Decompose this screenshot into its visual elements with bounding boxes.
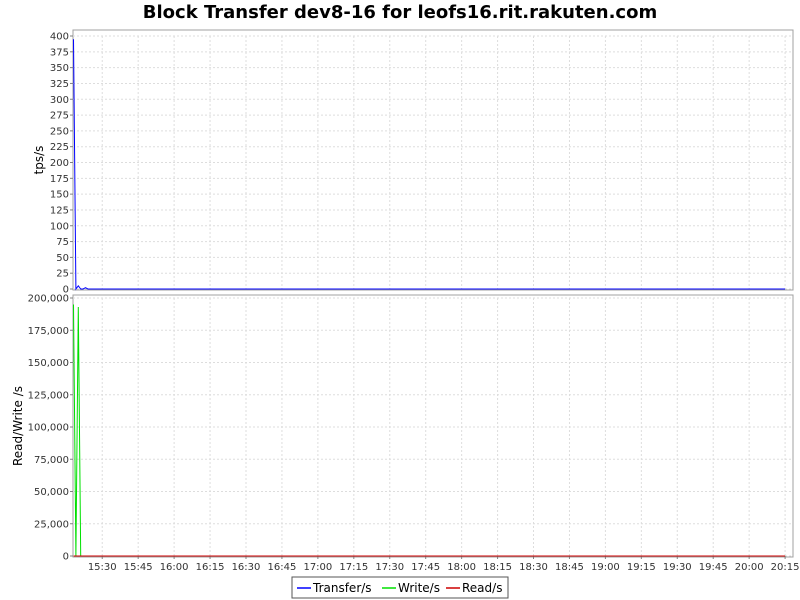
x-tick-label: 19:15 bbox=[627, 562, 656, 573]
x-tick-label: 18:00 bbox=[447, 562, 476, 573]
y-tick-label: 175 bbox=[50, 174, 69, 185]
bottom-grid bbox=[73, 297, 793, 557]
top-series bbox=[73, 39, 786, 291]
x-tick-label: 17:00 bbox=[303, 562, 332, 573]
y-tick-label: 100,000 bbox=[28, 423, 69, 434]
x-tick-label: 15:45 bbox=[124, 562, 153, 573]
x-tick-label: 18:15 bbox=[483, 562, 512, 573]
x-tick-label: 20:00 bbox=[735, 562, 764, 573]
top-plot-area bbox=[72, 29, 794, 291]
y-tick-label: 0 bbox=[63, 552, 69, 563]
y-tick-label: 200 bbox=[50, 158, 69, 169]
bottom-y-ticks: 0 25,000 50,000 75,000 100,000 125,000 150,000… bbox=[28, 294, 73, 563]
y-tick-label: 325 bbox=[50, 79, 69, 90]
y-tick-label: 25,000 bbox=[34, 519, 69, 530]
y-tick-label: 125,000 bbox=[28, 390, 69, 401]
x-tick-label: 17:45 bbox=[411, 562, 440, 573]
chart-title: Block Transfer dev8-16 for leofs16.rit.r… bbox=[143, 2, 657, 23]
x-tick-label: 18:45 bbox=[555, 562, 584, 573]
x-tick-label: 16:15 bbox=[196, 562, 225, 573]
x-tick-label: 16:00 bbox=[160, 562, 189, 573]
y-tick-label: 400 bbox=[50, 32, 69, 43]
x-tick-label: 19:00 bbox=[591, 562, 620, 573]
y-tick-label: 100 bbox=[50, 221, 69, 232]
y-tick-label: 0 bbox=[63, 285, 69, 296]
y-tick-label: 50,000 bbox=[34, 487, 69, 498]
x-tick-label: 19:30 bbox=[663, 562, 692, 573]
legend: Transfer/s Write/s Read/s bbox=[291, 576, 509, 599]
y-tick-label: 225 bbox=[50, 142, 69, 153]
bottom-plot: 0 25,000 50,000 75,000 100,000 125,000 150,000… bbox=[11, 294, 800, 574]
x-tick-label: 16:30 bbox=[232, 562, 261, 573]
top-plot: 0 25 50 75 100 125 150 175 200 225 250 275 300 325 350… bbox=[32, 29, 794, 296]
top-y-ticks: 0 25 50 75 100 125 150 175 200 225 250 275 300 325 350… bbox=[50, 32, 73, 296]
x-tick-label: 15:30 bbox=[88, 562, 117, 573]
y-tick-label: 375 bbox=[50, 47, 69, 58]
y-tick-label: 250 bbox=[50, 126, 69, 137]
y-tick-label: 275 bbox=[50, 111, 69, 122]
y-tick-label: 50 bbox=[56, 253, 69, 264]
top-grid bbox=[73, 35, 793, 290]
y-tick-label: 175,000 bbox=[28, 326, 69, 337]
x-tick-label: 17:15 bbox=[339, 562, 368, 573]
x-ticks: 15:30 15:45 16:00 16:15 16:30 16:45 17:00 17:15… bbox=[88, 556, 800, 573]
x-tick-label: 18:30 bbox=[519, 562, 548, 573]
series-line-transfer-s bbox=[73, 39, 786, 291]
top-y-axis-label: tps/s bbox=[32, 146, 46, 175]
legend-item-read: Read/s bbox=[462, 581, 502, 595]
legend-item-write: Write/s bbox=[398, 581, 440, 595]
y-tick-label: 125 bbox=[50, 205, 69, 216]
legend-box bbox=[291, 576, 509, 599]
x-tick-label: 17:30 bbox=[375, 562, 404, 573]
bottom-plot-area bbox=[72, 294, 794, 558]
x-tick-label: 20:15 bbox=[771, 562, 800, 573]
y-tick-label: 25 bbox=[56, 269, 69, 280]
y-tick-label: 300 bbox=[50, 95, 69, 106]
y-tick-label: 150 bbox=[50, 190, 69, 201]
y-tick-label: 75 bbox=[56, 237, 69, 248]
y-tick-label: 350 bbox=[50, 63, 69, 74]
bottom-y-axis-label: Read/Write /s bbox=[11, 386, 25, 466]
y-tick-label: 150,000 bbox=[28, 358, 69, 369]
bottom-series bbox=[73, 304, 786, 557]
legend-item-transfer: Transfer/s bbox=[312, 581, 372, 595]
x-tick-label: 16:45 bbox=[268, 562, 297, 573]
x-tick-label: 19:45 bbox=[699, 562, 728, 573]
y-tick-label: 75,000 bbox=[34, 455, 69, 466]
y-tick-label: 200,000 bbox=[28, 294, 69, 305]
